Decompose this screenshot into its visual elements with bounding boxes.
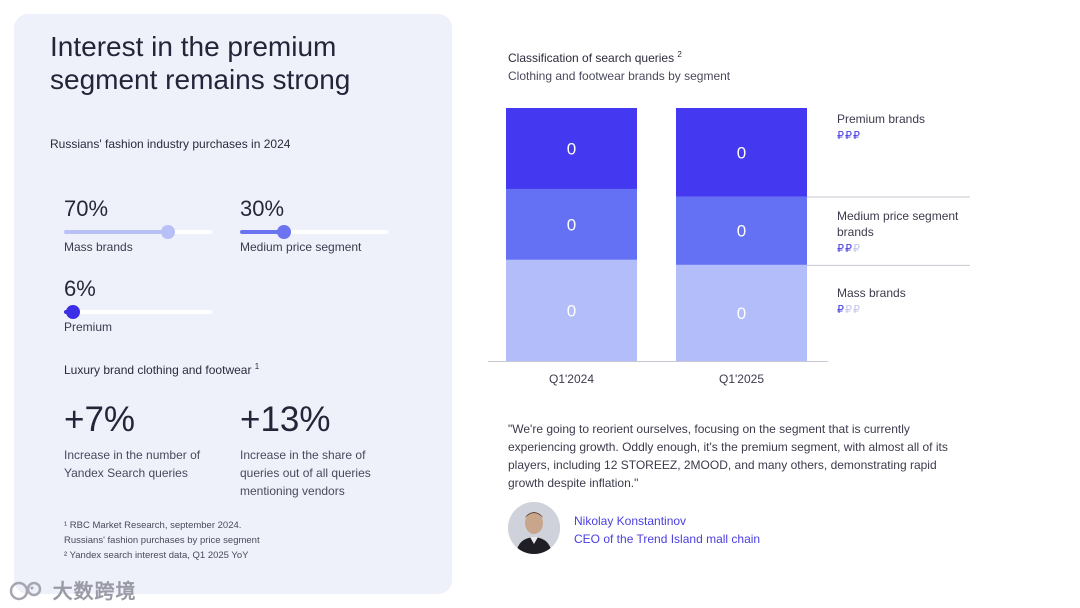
watermark-logo-icon — [9, 581, 42, 601]
watermark-text: 大数跨境 — [52, 581, 137, 603]
watermark: 大数跨境 — [8, 575, 137, 604]
legend-medium: Medium price segment brands ₽₽₽ — [837, 208, 977, 257]
ruble-symbol: ₽ — [845, 243, 853, 255]
quote-text: "We're going to reorient ourselves, focu… — [508, 422, 948, 490]
luxury-stat-share: +13% Increase in the share of queries ou… — [240, 400, 410, 500]
page-title: Interest in the premium segment remains … — [50, 31, 351, 95]
footnote-3: ² Yandex search interest data, Q1 2025 Y… — [64, 550, 249, 561]
chart-subtitle: Clothing and footwear brands by segment — [508, 69, 731, 83]
footnote-2: Russians' fashion purchases by price seg… — [64, 535, 260, 546]
footnote-1: ¹ RBC Market Research, september 2024. — [64, 520, 242, 531]
bar-label-1-0: 0 — [567, 215, 576, 234]
bar-label-2-1: 0 — [737, 143, 746, 162]
legend-premium-label: Premium brands — [837, 112, 926, 126]
luxury-stat-share-desc: Increase in the share of queries out of … — [240, 448, 371, 498]
ruble-symbol: ₽ — [837, 304, 845, 316]
stat-mass: 70% Mass brands — [64, 196, 212, 254]
stat-medium-track — [240, 225, 388, 239]
avatar — [508, 502, 560, 554]
stat-mass-value: 70% — [64, 196, 109, 221]
stat-premium-track — [64, 305, 212, 319]
ruble-symbol: ₽ — [837, 243, 845, 255]
bar-label-0-0: 0 — [567, 301, 576, 320]
stacked-bar-chart: 0 0 0 Q1'2024 0 0 0 Q1'2025 — [488, 108, 970, 386]
legend-medium-label: Medium price segment brands — [837, 209, 959, 239]
stat-medium-knob — [277, 225, 291, 239]
bar-1-0 — [506, 188, 637, 260]
stat-premium-knob — [66, 305, 80, 319]
quote-author: Nikolay Konstantinov CEO of the Trend Is… — [574, 512, 760, 548]
ruble-symbol: ₽ — [837, 130, 845, 142]
stat-mass-knob — [161, 225, 175, 239]
stat-medium-label: Medium price segment — [240, 240, 362, 254]
chart-title-sup: 2 — [677, 50, 682, 59]
luxury-stat-share-value: +13% — [240, 400, 331, 439]
stat-medium-fill — [240, 230, 284, 234]
stat-mass-track — [64, 225, 212, 239]
purchases-title: Russians' fashion industry purchases in … — [50, 137, 291, 151]
ruble-symbol: ₽ — [853, 304, 861, 316]
ruble-symbol: ₽ — [853, 130, 861, 142]
legend-medium-rub: ₽₽₽ — [837, 241, 977, 257]
ruble-symbol: ₽ — [845, 304, 853, 316]
bar-label-1-1: 0 — [737, 222, 746, 241]
bar-2-1 — [676, 108, 807, 197]
stat-medium-value: 30% — [240, 196, 285, 221]
person-icon — [508, 502, 560, 554]
luxury-stat-queries-value: +7% — [64, 400, 136, 439]
legend-premium-rub: ₽₽₽ — [837, 128, 925, 144]
legend-mass-rub: ₽₽₽ — [837, 302, 906, 318]
luxury-title-sup: 1 — [254, 362, 260, 371]
bar-label-2-0: 0 — [567, 139, 576, 158]
ruble-symbol: ₽ — [853, 243, 861, 255]
chart-title-text: Classification of search queries — [508, 51, 675, 65]
ruble-symbol: ₽ — [845, 130, 853, 142]
footnotes: ¹ RBC Market Research, september 2024. R… — [64, 518, 260, 563]
luxury-stat-queries: +7% Increase in the number of Yandex Sea… — [64, 400, 234, 482]
luxury-title-text: Luxury brand clothing and footwear — [64, 363, 252, 377]
luxury-stat-queries-desc: Increase in the number of Yandex Search … — [64, 448, 201, 480]
bar-1-1 — [676, 196, 807, 265]
stat-premium-label: Premium — [64, 320, 113, 334]
luxury-title: Luxury brand clothing and footwear 1 — [64, 362, 259, 377]
stat-mass-fill — [64, 230, 168, 234]
legend-mass: Mass brands ₽₽₽ — [837, 285, 906, 318]
author-name: Nikolay Konstantinov — [574, 514, 687, 528]
stat-mass-label: Mass brands — [64, 240, 133, 254]
stat-medium: 30% Medium price segment — [240, 196, 388, 254]
category-label-0: Q1'2024 — [549, 372, 594, 386]
chart-title: Classification of search queries 2 — [508, 50, 682, 65]
stat-premium-value: 6% — [64, 276, 96, 301]
stat-premium: 6% Premium — [64, 276, 212, 334]
legend-mass-label: Mass brands — [837, 286, 906, 300]
left-panel — [14, 14, 452, 594]
bar-0-1 — [676, 264, 807, 361]
bar-0-0 — [506, 259, 637, 361]
bar-2-0 — [506, 108, 637, 189]
author-title: CEO of the Trend Island mall chain — [574, 532, 761, 546]
bar-label-0-1: 0 — [737, 304, 746, 323]
legend-premium: Premium brands ₽₽₽ — [837, 111, 925, 144]
category-label-1: Q1'2025 — [719, 372, 764, 386]
